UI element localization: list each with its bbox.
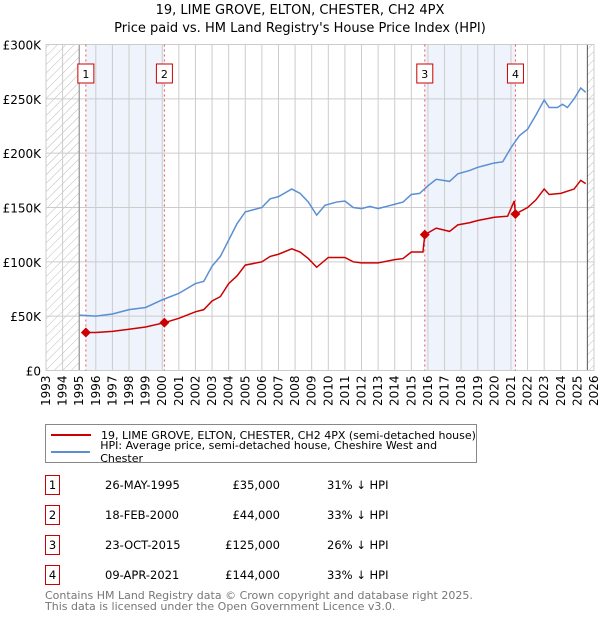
x-tick-label: 2008	[288, 376, 302, 407]
x-tick-label: 2022	[521, 376, 535, 407]
sale-label-box	[77, 63, 95, 84]
x-tick-label: 1999	[139, 376, 153, 407]
sale-number: 1	[45, 475, 60, 495]
chart-subtitle: Price paid vs. HM Land Registry's House …	[114, 21, 486, 36]
x-tick-label: 2004	[222, 376, 236, 407]
sale-number: 3	[45, 535, 60, 555]
x-tick-label: 2009	[305, 376, 319, 407]
legend-item-property: 19, LIME GROVE, ELTON, CHESTER, CH2 4PX …	[46, 427, 476, 443]
sale-hpi-diff: 31% ↓ HPI	[327, 478, 389, 492]
x-tick-label: 2018	[454, 376, 468, 407]
x-tick-label: 1997	[105, 376, 119, 407]
legend-item-hpi: HPI: Average price, semi-detached house,…	[46, 439, 476, 465]
x-tick-label: 2006	[255, 376, 269, 407]
sale-row: 1 26-MAY-1995 £35,000 31% ↓ HPI	[45, 475, 545, 495]
sale-label-box	[416, 63, 434, 84]
x-tick-label: 1993	[39, 376, 53, 407]
sale-row: 3 23-OCT-2015 £125,000 26% ↓ HPI	[45, 535, 545, 555]
x-tick-label: 2002	[188, 376, 202, 407]
y-tick-label: £300K	[3, 39, 43, 53]
plot-border	[45, 44, 595, 371]
x-tick-label: 2014	[388, 376, 402, 407]
plot-area: 1993 1994 1995 1996 1997 1998 1999 2000 2001 2002…	[3, 39, 600, 407]
legend-label: HPI: Average price, semi-detached house,…	[100, 439, 438, 465]
legend: 19, LIME GROVE, ELTON, CHESTER, CH2 4PX …	[45, 424, 477, 465]
sale-date: 23-OCT-2015	[105, 538, 181, 552]
x-tick-label: 2019	[471, 376, 485, 407]
sale-point	[159, 317, 170, 328]
chart-title: 19, LIME GROVE, ELTON, CHESTER, CH2 4PX	[155, 3, 445, 18]
sale-hpi-diff: 33% ↓ HPI	[327, 508, 389, 522]
x-tick-label: 2010	[321, 376, 335, 407]
sale-label: 4	[512, 68, 519, 81]
sale-hpi-diff: 26% ↓ HPI	[327, 538, 389, 552]
x-tick-label: 1994	[56, 376, 70, 407]
x-tick-label: 2015	[404, 376, 418, 407]
sale-label-box	[155, 63, 173, 84]
legend-swatch-blue	[51, 451, 91, 453]
footer-licence: This data is licensed under the Open Gov…	[45, 600, 396, 613]
sale-label: 1	[82, 68, 89, 81]
sale-label: 3	[421, 68, 428, 81]
x-tick-label: 2017	[438, 376, 452, 407]
y-tick-label: £250K	[3, 93, 43, 107]
sale-number: 2	[45, 505, 60, 525]
x-tick-label: 2016	[421, 376, 435, 407]
y-tick-label: £0	[26, 365, 41, 379]
y-tick-label: £100K	[3, 256, 43, 270]
sale-date: 09-APR-2021	[105, 568, 180, 582]
x-tick-label: 1995	[72, 376, 86, 407]
x-tick-label: 2007	[271, 376, 285, 407]
x-tick-label: 2005	[238, 376, 252, 407]
series-line-hpi	[79, 86, 587, 317]
sale-price: £44,000	[232, 508, 280, 522]
sale-hpi-diff: 33% ↓ HPI	[327, 568, 389, 582]
x-tick-label: 2001	[172, 376, 186, 407]
sale-date: 26-MAY-1995	[105, 478, 180, 492]
sale-price: £144,000	[225, 568, 280, 582]
x-tick-label: 2000	[155, 376, 169, 407]
y-tick-label: £200K	[3, 147, 43, 161]
x-tick-label: 2011	[338, 376, 352, 407]
footer-copyright: Contains HM Land Registry data © Crown c…	[45, 589, 473, 602]
y-tick-label: £50K	[10, 310, 42, 324]
x-tick-label: 2024	[554, 376, 568, 407]
sale-label: 2	[161, 68, 168, 81]
sale-label-box	[506, 63, 524, 84]
x-tick-label: 2003	[205, 376, 219, 407]
sale-point	[419, 229, 430, 240]
legend-swatch-red	[51, 434, 91, 436]
x-tick-label: 2025	[570, 376, 584, 407]
y-tick-label: £150K	[3, 202, 43, 216]
x-tick-label: 2026	[587, 376, 600, 407]
sale-point	[80, 327, 91, 338]
x-tick-label: 2012	[355, 376, 369, 407]
x-tick-label: 2021	[504, 376, 518, 407]
sale-price: £125,000	[225, 538, 280, 552]
sale-point	[510, 209, 521, 220]
sale-date: 18-FEB-2000	[105, 508, 179, 522]
x-tick-label: 2013	[371, 376, 385, 407]
x-tick-label: 2020	[487, 376, 501, 407]
x-tick-label: 2023	[537, 376, 551, 407]
x-tick-label: 1996	[89, 376, 103, 407]
sale-row: 4 09-APR-2021 £144,000 33% ↓ HPI	[45, 565, 545, 585]
legend-label: 19, LIME GROVE, ELTON, CHESTER, CH2 4PX …	[101, 428, 476, 442]
sale-price: £35,000	[232, 478, 280, 492]
x-tick-label: 1998	[122, 376, 136, 407]
sale-row: 2 18-FEB-2000 £44,000 33% ↓ HPI	[45, 505, 545, 525]
sale-number: 4	[45, 565, 60, 585]
